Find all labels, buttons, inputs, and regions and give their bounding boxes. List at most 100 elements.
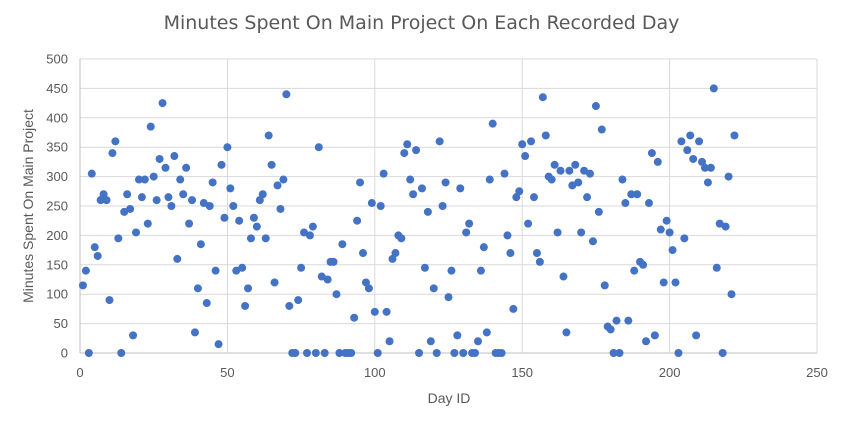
data-point xyxy=(108,149,117,158)
data-point xyxy=(385,337,394,346)
data-point xyxy=(420,263,429,272)
data-point xyxy=(190,328,199,337)
data-point xyxy=(450,349,459,357)
data-point xyxy=(462,228,471,237)
data-point xyxy=(167,202,176,210)
data-point xyxy=(164,193,173,202)
data-point xyxy=(556,166,565,175)
data-point xyxy=(535,257,544,266)
data-point xyxy=(246,234,255,243)
data-point xyxy=(656,225,665,234)
x-tick-label: 200 xyxy=(659,365,681,380)
y-tick-label: 100 xyxy=(46,287,68,302)
data-point xyxy=(223,143,232,152)
data-point xyxy=(553,228,562,237)
x-tick-label: 150 xyxy=(511,365,533,380)
data-point xyxy=(438,202,447,210)
y-tick-label: 0 xyxy=(61,346,68,361)
data-point xyxy=(129,331,138,340)
data-point xyxy=(459,349,468,357)
data-point xyxy=(185,219,194,228)
data-point xyxy=(417,184,426,193)
data-point xyxy=(500,169,509,178)
tick-labels: 0 50 100 150 200 250 300 350 400 450 500 0 50 100 150 2… xyxy=(46,52,828,381)
data-point xyxy=(276,204,285,213)
data-point xyxy=(78,281,87,290)
data-point xyxy=(267,160,276,169)
data-point xyxy=(580,166,589,175)
data-point xyxy=(482,328,491,337)
data-point xyxy=(435,137,444,146)
data-point xyxy=(503,231,512,240)
data-point xyxy=(226,184,235,193)
data-point xyxy=(465,219,474,228)
data-point xyxy=(709,84,718,93)
data-point xyxy=(314,143,323,152)
data-point xyxy=(444,293,453,302)
data-point xyxy=(559,272,568,281)
data-point xyxy=(665,228,674,237)
data-point xyxy=(205,202,214,210)
data-point xyxy=(379,169,388,178)
y-tick-label: 150 xyxy=(46,257,68,272)
data-point xyxy=(591,102,600,111)
data-point xyxy=(81,266,90,275)
data-point xyxy=(718,349,727,357)
data-point xyxy=(329,257,338,266)
data-point xyxy=(285,301,294,310)
data-point xyxy=(677,137,686,146)
data-point xyxy=(391,249,400,258)
data-point xyxy=(294,296,303,305)
data-point xyxy=(447,266,456,275)
data-point xyxy=(453,331,462,340)
y-axis-label: Minutes Spent On Main Project xyxy=(20,109,36,303)
data-point xyxy=(518,140,527,149)
data-point xyxy=(359,249,368,258)
data-point xyxy=(485,175,494,184)
data-point xyxy=(220,213,229,222)
data-point xyxy=(199,199,208,208)
data-point xyxy=(653,157,662,166)
data-point xyxy=(182,163,191,172)
data-point xyxy=(712,263,721,272)
data-point xyxy=(302,349,311,357)
data-point xyxy=(571,160,580,169)
x-tick-label: 0 xyxy=(76,365,83,380)
data-point xyxy=(137,193,146,202)
data-point xyxy=(565,166,574,175)
data-point xyxy=(403,140,412,149)
data-point xyxy=(588,237,597,246)
data-point xyxy=(350,313,359,322)
y-tick-label: 200 xyxy=(46,228,68,243)
data-point xyxy=(400,149,409,158)
data-point xyxy=(721,222,730,231)
data-point xyxy=(134,175,143,184)
data-point xyxy=(621,199,630,208)
data-point xyxy=(432,349,441,357)
data-point xyxy=(547,175,556,184)
data-point xyxy=(320,349,329,357)
data-point xyxy=(568,181,577,190)
data-point xyxy=(415,349,424,357)
data-point xyxy=(84,349,93,357)
data-point xyxy=(111,137,120,146)
data-point xyxy=(574,178,583,187)
data-point xyxy=(87,169,96,178)
data-point xyxy=(644,199,653,208)
data-point xyxy=(674,349,683,357)
data-point xyxy=(173,254,182,263)
gridlines xyxy=(79,58,818,354)
data-point xyxy=(282,90,291,99)
data-point xyxy=(541,131,550,140)
data-point xyxy=(264,131,273,140)
data-point xyxy=(161,163,170,172)
data-point xyxy=(671,278,680,287)
data-point xyxy=(338,240,347,249)
x-tick-label: 50 xyxy=(220,365,234,380)
data-point xyxy=(364,284,373,293)
data-point xyxy=(202,299,211,308)
data-point xyxy=(261,234,270,243)
data-point xyxy=(577,228,586,237)
data-point xyxy=(639,260,648,269)
